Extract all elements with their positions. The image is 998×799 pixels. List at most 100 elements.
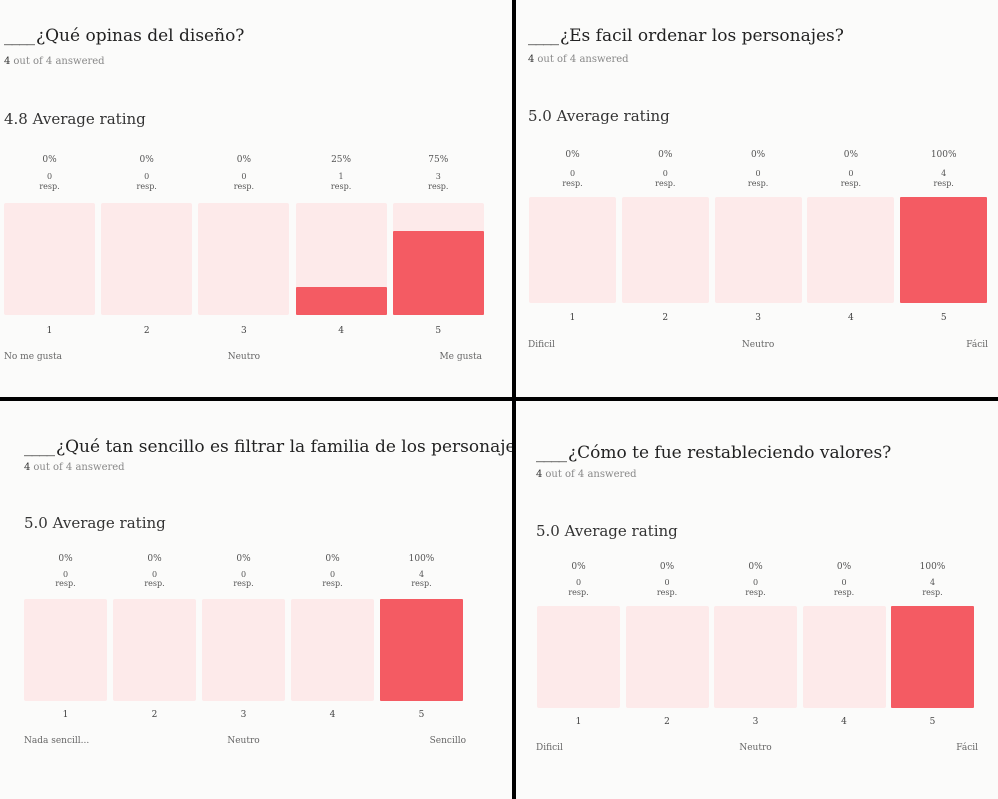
answered-count: 4 out of 4 answered (4, 56, 105, 67)
rating-value-label: 4 (329, 710, 336, 720)
response-count: 3 (435, 172, 441, 181)
answered-count: 4 out of 4 answered (536, 469, 637, 480)
response-unit: resp. (330, 182, 352, 191)
response-unit: resp. (655, 179, 676, 188)
percent-label: 75% (428, 155, 449, 165)
answer-blank: ____ (536, 443, 567, 463)
response-count: 0 (329, 570, 336, 579)
average-rating: 5.0 Average rating (24, 514, 166, 532)
response-count: 0 (848, 169, 854, 178)
scale-high-label: Me gusta (439, 352, 482, 362)
answer-blank: ____ (4, 26, 35, 46)
response-unit: resp. (136, 182, 157, 191)
answer-blank: ____ (24, 437, 55, 457)
response-count: 0 (755, 169, 761, 178)
rating-bar (101, 203, 193, 315)
percent-label: 0% (325, 554, 340, 564)
response-count: 0 (841, 578, 847, 587)
response-unit: resp. (922, 588, 943, 597)
answered-number: 4 (4, 56, 11, 67)
rating-value-label: 1 (62, 710, 69, 720)
percent-label: 0% (236, 554, 251, 564)
response-count: 0 (575, 578, 582, 587)
rating-bar (24, 599, 107, 701)
response-count: 4 (929, 578, 936, 587)
percent-label: 100% (930, 150, 957, 160)
rating-value-label: 5 (418, 710, 425, 720)
response-unit: resp. (747, 179, 769, 188)
rating-value-label: 2 (662, 313, 669, 323)
response-unit: resp. (233, 182, 255, 191)
response-count: 1 (338, 172, 344, 181)
rating-bar (621, 197, 709, 303)
response-unit: resp. (411, 579, 432, 588)
response-unit: resp. (568, 588, 589, 597)
response-count: 0 (241, 172, 247, 181)
response-count: 0 (151, 570, 158, 579)
rating-bar (113, 599, 196, 701)
response-unit: resp. (144, 579, 165, 588)
percent-label: 25% (331, 155, 352, 165)
percent-label: 100% (408, 554, 435, 564)
response-unit: resp. (233, 579, 254, 588)
rating-bar-fill (295, 287, 387, 315)
rating-panel-sort-characters: ____ ¿Es facil ordenar los personajes? 4 ou… (516, 0, 998, 397)
rating-panel-reset-values: ____ ¿Cómo te fue restableciendo valores?… (516, 401, 998, 799)
scale-mid-label: Neutro (227, 352, 261, 362)
response-unit: resp. (656, 588, 678, 597)
rating-bar (714, 606, 797, 708)
question-text: ¿Qué opinas del diseño? (36, 26, 245, 46)
response-count: 0 (144, 172, 150, 181)
percent-label: 0% (748, 562, 763, 572)
rating-value-label: 4 (848, 313, 854, 323)
percent-label: 0% (58, 554, 73, 564)
rating-bar-fill (392, 231, 484, 315)
scale-high-label: Fácil (966, 340, 988, 350)
scale-high-label: Sencillo (429, 736, 466, 746)
response-unit: resp. (745, 588, 766, 597)
question-text: ¿Cómo te fue restableciendo valores? (568, 443, 892, 463)
response-count: 0 (62, 570, 69, 579)
question-title: ____ ¿Qué opinas del diseño? (4, 26, 244, 46)
percent-label: 0% (571, 562, 586, 572)
percent-label: 0% (658, 150, 673, 160)
scale-low-label: Dificil (528, 340, 555, 350)
rating-bar (802, 606, 886, 708)
rating-bar (380, 599, 463, 701)
scale-mid-label: Neutro (741, 340, 775, 350)
rating-panel-filter-family: ____ ¿Qué tan sencillo es filtrar la fami… (0, 401, 512, 799)
average-rating: 4.8 Average rating (4, 110, 146, 128)
rating-bar (529, 197, 616, 303)
scale-high-label: Fácil (956, 743, 978, 753)
percent-label: 0% (565, 150, 580, 160)
rating-bar (291, 599, 374, 701)
percent-label: 0% (139, 155, 154, 165)
response-unit: resp. (428, 182, 449, 191)
response-unit: resp. (322, 579, 343, 588)
scale-low-label: Dificil (536, 743, 563, 753)
scale-mid-label: Neutro (227, 736, 260, 746)
answered-count: 4 out of 4 answered (24, 462, 125, 473)
answered-number: 4 (536, 469, 543, 480)
rating-panel-design: ____ ¿Qué opinas del diseño? 4 out of 4 ans… (0, 0, 512, 397)
answered-number: 4 (24, 462, 31, 473)
rating-value-label: 3 (240, 710, 247, 720)
rating-value-label: 1 (569, 313, 576, 323)
response-unit: resp. (840, 179, 862, 188)
percent-label: 0% (750, 150, 766, 160)
response-unit: resp. (39, 182, 60, 191)
question-text: ¿Es facil ordenar los personajes? (560, 26, 844, 46)
rating-bar-fill (380, 599, 463, 701)
response-unit: resp. (833, 588, 855, 597)
question-text: ¿Qué tan sencillo es filtrar la familia … (56, 437, 512, 457)
response-count: 4 (941, 169, 947, 178)
average-rating: 5.0 Average rating (536, 522, 678, 540)
question-title: ____ ¿Qué tan sencillo es filtrar la fami… (24, 437, 512, 457)
question-title: ____ ¿Es facil ordenar los personajes? (528, 26, 844, 46)
rating-value-label: 2 (143, 326, 150, 336)
rating-bar (392, 203, 484, 315)
scale-low-label: Nada sencill... (24, 736, 90, 746)
question-title: ____ ¿Cómo te fue restableciendo valores? (536, 443, 891, 463)
rating-value-label: 2 (151, 710, 158, 720)
answered-text: out of 4 answered (545, 469, 637, 480)
